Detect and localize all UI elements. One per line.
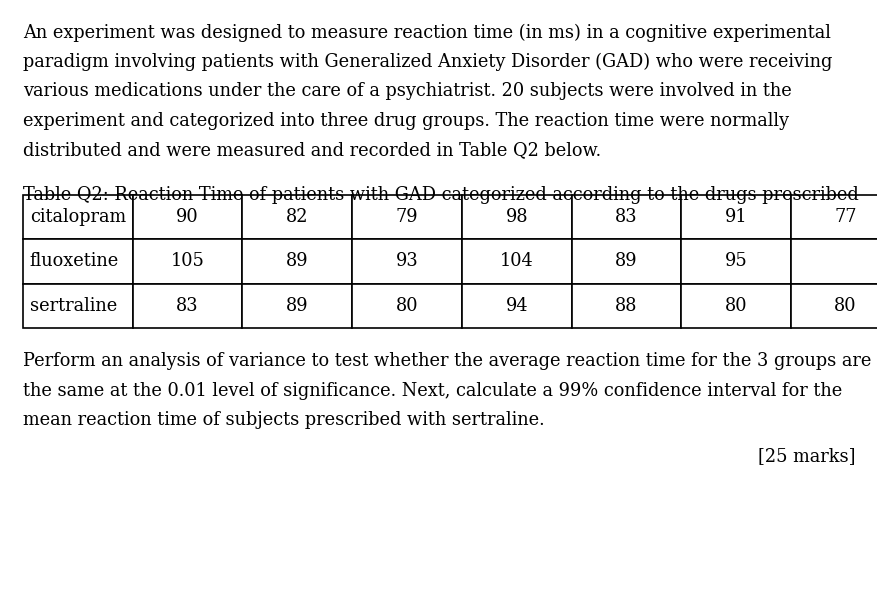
Text: Perform an analysis of variance to test whether the average reaction time for th: Perform an analysis of variance to test …	[23, 352, 870, 370]
Bar	[571, 195, 681, 239]
Text: experiment and categorized into three drug groups. The reaction time were normal: experiment and categorized into three dr…	[23, 112, 788, 130]
Text: 88: 88	[615, 296, 637, 315]
Text: 79: 79	[396, 208, 417, 226]
Text: 89: 89	[286, 296, 308, 315]
Text: various medications under the care of a psychiatrist. 20 subjects were involved : various medications under the care of a …	[23, 82, 791, 100]
Bar	[352, 284, 461, 328]
Text: [25 marks]: [25 marks]	[757, 447, 854, 465]
Text: 83: 83	[176, 296, 198, 315]
Text: 91: 91	[724, 208, 746, 226]
Text: 104: 104	[499, 252, 533, 271]
Bar	[132, 195, 242, 239]
Bar	[681, 195, 790, 239]
Bar	[681, 239, 790, 284]
Text: 80: 80	[396, 296, 417, 315]
Text: 105: 105	[170, 252, 204, 271]
Bar	[132, 284, 242, 328]
Text: 94: 94	[505, 296, 527, 315]
Bar	[790, 195, 877, 239]
Text: the same at the 0.01 level of significance. Next, calculate a 99% confidence int: the same at the 0.01 level of significan…	[23, 382, 841, 400]
Text: 80: 80	[724, 296, 746, 315]
Bar	[23, 195, 132, 239]
Bar	[23, 284, 132, 328]
Text: 89: 89	[286, 252, 308, 271]
Text: paradigm involving patients with Generalized Anxiety Disorder (GAD) who were rec: paradigm involving patients with General…	[23, 53, 831, 71]
Bar	[790, 284, 877, 328]
Bar	[461, 284, 571, 328]
Text: 80: 80	[833, 296, 856, 315]
Text: An experiment was designed to measure reaction time (in ms) in a cognitive exper: An experiment was designed to measure re…	[23, 23, 830, 42]
Bar	[242, 195, 352, 239]
Bar	[461, 195, 571, 239]
Text: 90: 90	[176, 208, 198, 226]
Bar	[790, 239, 877, 284]
Bar	[132, 239, 242, 284]
Text: 95: 95	[724, 252, 746, 271]
Bar	[352, 239, 461, 284]
Bar	[352, 195, 461, 239]
Text: 89: 89	[615, 252, 637, 271]
Text: 83: 83	[615, 208, 637, 226]
Bar	[242, 239, 352, 284]
Text: fluoxetine: fluoxetine	[30, 252, 119, 271]
Text: mean reaction time of subjects prescribed with sertraline.: mean reaction time of subjects prescribe…	[23, 411, 544, 429]
Text: 77: 77	[833, 208, 856, 226]
Text: 82: 82	[286, 208, 308, 226]
Text: distributed and were measured and recorded in Table Q2 below.: distributed and were measured and record…	[23, 141, 600, 159]
Bar	[571, 284, 681, 328]
Bar	[681, 284, 790, 328]
Text: sertraline: sertraline	[30, 296, 117, 315]
Bar	[571, 239, 681, 284]
Bar	[23, 239, 132, 284]
Text: 93: 93	[396, 252, 417, 271]
Text: citalopram: citalopram	[30, 208, 125, 226]
Text: 98: 98	[505, 208, 527, 226]
Bar	[461, 239, 571, 284]
Text: Table Q2: Reaction Time of patients with GAD categorized according to the drugs : Table Q2: Reaction Time of patients with…	[23, 186, 858, 204]
Bar	[242, 284, 352, 328]
